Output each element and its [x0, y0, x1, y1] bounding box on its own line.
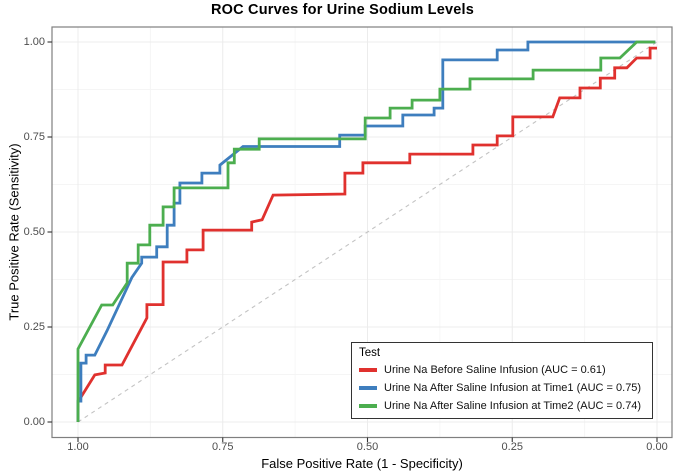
- x-tick-label: 0.25: [501, 441, 523, 453]
- y-tick-label: 0.50: [23, 225, 45, 238]
- y-tick-label: 0.00: [23, 415, 45, 428]
- x-tick-label: 0.50: [356, 441, 379, 453]
- legend-item: Urine Na After Saline Infusion at Time2 …: [359, 397, 652, 415]
- legend-key-line: [359, 386, 377, 390]
- chart-title: ROC Curves for Urine Sodium Levels: [210, 2, 475, 18]
- roc-curve-3: [76, 40, 656, 422]
- x-tick-label: 0.75: [212, 441, 234, 453]
- y-tick-label: 0.75: [23, 130, 45, 143]
- legend-item-label: Urine Na Before Saline Infusion (AUC = 0…: [384, 364, 606, 376]
- legend-item-label: Urine Na After Saline Infusion at Time1 …: [384, 382, 642, 394]
- legend-item: Urine Na Before Saline Infusion (AUC = 0…: [359, 361, 652, 379]
- roc-curve-1: [76, 46, 657, 422]
- y-tick-label: 0.25: [23, 320, 45, 333]
- x-axis-label: False Positive Rate (1 - Specificity): [261, 456, 463, 471]
- y-tick-label: 1.00: [23, 35, 45, 48]
- chance-diagonal-line: [77, 41, 658, 423]
- legend-item-label: Urine Na After Saline Infusion at Time2 …: [384, 400, 642, 412]
- legend-key-line: [359, 368, 377, 372]
- legend: Test Urine Na Before Saline Infusion (AU…: [351, 342, 653, 419]
- x-tick-label: 0.00: [646, 441, 668, 453]
- roc-curve-2: [76, 40, 656, 422]
- legend-rows: Urine Na Before Saline Infusion (AUC = 0…: [359, 361, 652, 415]
- legend-key-line: [359, 404, 377, 408]
- x-tick-label: 1.00: [67, 441, 89, 453]
- legend-title: Test: [359, 347, 381, 359]
- legend-item: Urine Na After Saline Infusion at Time1 …: [359, 379, 652, 397]
